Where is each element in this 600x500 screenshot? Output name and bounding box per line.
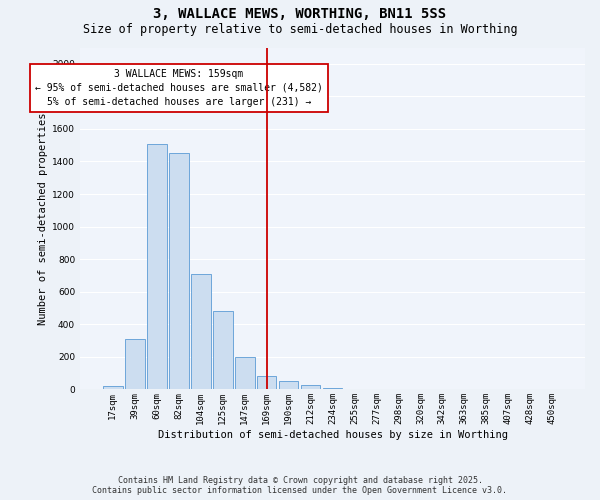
Bar bbox=[235, 357, 254, 390]
Text: 3, WALLACE MEWS, WORTHING, BN11 5SS: 3, WALLACE MEWS, WORTHING, BN11 5SS bbox=[154, 8, 446, 22]
Bar bbox=[147, 144, 167, 390]
X-axis label: Distribution of semi-detached houses by size in Worthing: Distribution of semi-detached houses by … bbox=[158, 430, 508, 440]
Bar bbox=[125, 339, 145, 390]
Text: 3 WALLACE MEWS: 159sqm
← 95% of semi-detached houses are smaller (4,582)
5% of s: 3 WALLACE MEWS: 159sqm ← 95% of semi-det… bbox=[35, 68, 323, 106]
Y-axis label: Number of semi-detached properties: Number of semi-detached properties bbox=[38, 112, 48, 324]
Bar bbox=[257, 376, 277, 390]
Bar bbox=[103, 386, 123, 390]
Text: Contains HM Land Registry data © Crown copyright and database right 2025.
Contai: Contains HM Land Registry data © Crown c… bbox=[92, 476, 508, 495]
Bar bbox=[213, 312, 233, 390]
Bar bbox=[301, 386, 320, 390]
Text: Size of property relative to semi-detached houses in Worthing: Size of property relative to semi-detach… bbox=[83, 22, 517, 36]
Bar bbox=[191, 274, 211, 390]
Bar bbox=[278, 382, 298, 390]
Bar bbox=[323, 388, 343, 390]
Bar bbox=[169, 152, 188, 390]
